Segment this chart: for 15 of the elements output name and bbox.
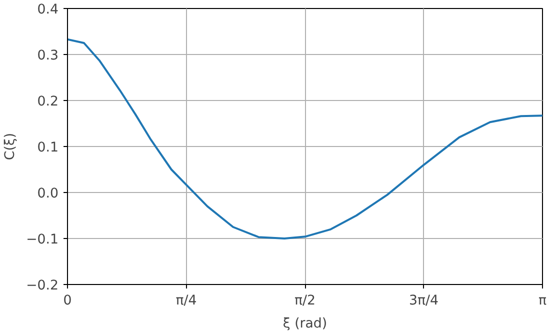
line-series xyxy=(68,38,542,240)
x-tick-label: π/2 xyxy=(294,294,316,308)
y-tick-label: 0.4 xyxy=(37,2,59,18)
y-tick-label: 0.3 xyxy=(37,48,59,64)
y-tick-label: 0.1 xyxy=(37,140,59,156)
y-tick-label: −0.2 xyxy=(26,278,59,294)
x-tick-label: π xyxy=(538,294,547,308)
x-tick-label: 0 xyxy=(63,294,72,308)
x-tick-label: π/4 xyxy=(176,294,197,308)
y-axis-title: C(ξ) xyxy=(3,132,18,160)
x-tick-label: 3π/4 xyxy=(409,294,438,308)
y-tick-label: 0.0 xyxy=(37,186,59,202)
y-tick-label: 0.2 xyxy=(37,94,59,110)
y-tick-label: −0.1 xyxy=(26,232,59,248)
x-axis-title: ξ (rad) xyxy=(282,316,328,332)
